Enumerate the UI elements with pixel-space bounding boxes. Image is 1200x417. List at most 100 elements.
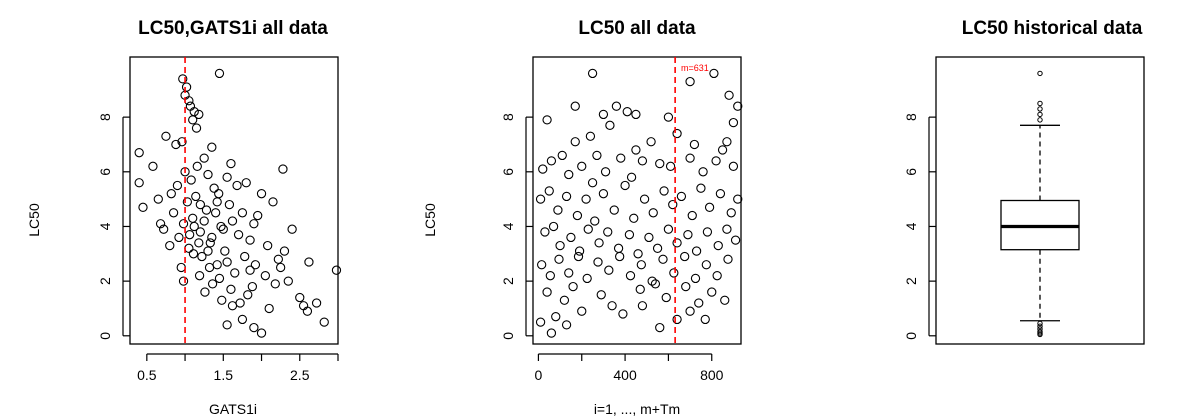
y-tick-label: 8: [500, 113, 516, 121]
data-point: [631, 145, 641, 155]
data-point: [568, 281, 578, 292]
data-point: [287, 224, 297, 234]
data-point: [618, 309, 628, 319]
data-point: [270, 279, 280, 289]
data-point: [685, 306, 695, 316]
data-point: [279, 246, 290, 256]
data-point: [195, 227, 206, 237]
data-point: [249, 219, 259, 229]
y-tick-label: 0: [903, 332, 919, 340]
data-point: [715, 189, 726, 199]
data-point: [573, 251, 584, 262]
data-point: [134, 178, 144, 188]
data-point: [273, 254, 284, 264]
data-point: [723, 254, 733, 264]
data-point: [227, 216, 238, 226]
data-point: [222, 320, 232, 330]
data-point: [250, 260, 261, 270]
data-point: [603, 227, 613, 237]
data-point: [722, 137, 732, 147]
x-tick-label: 0.5: [137, 367, 157, 383]
data-point: [685, 153, 695, 163]
data-point: [704, 202, 715, 212]
data-point: [600, 167, 611, 177]
data-point: [672, 238, 682, 248]
data-point: [561, 191, 572, 202]
data-point: [711, 156, 721, 166]
data-point: [720, 295, 730, 305]
data-point: [249, 322, 259, 333]
data-point: [188, 115, 198, 125]
data-point: [681, 281, 691, 292]
outlier-point: [1037, 70, 1043, 77]
panel-lc50-gats1i: LC50,GATS1i all data GATS1i LC50 0 2 4 6 8 0.…: [26, 18, 342, 417]
y-tick-label: 6: [903, 168, 919, 176]
data-point: [663, 112, 674, 122]
data-point: [668, 199, 678, 210]
data-point: [153, 194, 163, 204]
data-point: [582, 273, 592, 284]
data-point: [733, 194, 743, 204]
data-point: [235, 298, 245, 308]
data-point: [592, 150, 602, 161]
x-tick-label: 400: [613, 367, 637, 383]
y-tick-label: 4: [97, 222, 113, 230]
data-point: [572, 210, 583, 221]
data-point: [224, 199, 235, 210]
data-point: [672, 128, 682, 139]
y-tick-label: 8: [97, 113, 113, 121]
data-point: [295, 292, 305, 303]
outlier-point: [1037, 320, 1043, 327]
data-point: [138, 202, 148, 212]
y-tick-label: 6: [500, 168, 516, 176]
data-point: [155, 219, 166, 229]
data-point: [587, 178, 598, 188]
data-point: [545, 271, 555, 281]
data-point: [203, 169, 213, 180]
outlier-point: [1037, 106, 1043, 112]
data-point: [551, 312, 561, 322]
data-point: [726, 208, 736, 218]
x-axis-label: GATS1i: [209, 401, 257, 417]
data-point: [535, 194, 546, 204]
data-point: [685, 76, 695, 87]
data-point: [574, 246, 585, 256]
data-point: [184, 230, 195, 240]
data-point: [676, 191, 687, 202]
chart-title: LC50 all data: [578, 18, 696, 39]
data-point: [546, 328, 557, 338]
data-point: [245, 265, 255, 275]
data-point: [615, 251, 625, 262]
data-point: [598, 189, 609, 199]
data-point: [161, 131, 171, 141]
y-tick-label: 2: [500, 277, 516, 285]
data-point: [635, 284, 645, 294]
data-point: [636, 260, 646, 270]
data-point: [134, 148, 144, 158]
data-point: [241, 178, 251, 188]
data-point: [177, 137, 187, 147]
data-point: [275, 262, 286, 273]
data-point: [548, 221, 559, 232]
outlier-point: [1037, 323, 1043, 329]
data-point: [728, 117, 739, 128]
data-point: [194, 238, 204, 248]
data-point: [652, 243, 663, 253]
data-point: [544, 186, 554, 196]
data-point: [226, 284, 236, 294]
data-point: [626, 172, 637, 182]
data-point: [733, 101, 743, 111]
data-point: [212, 197, 222, 207]
data-point: [260, 271, 271, 281]
data-point: [191, 191, 201, 202]
data-point: [230, 268, 240, 278]
data-point: [696, 183, 706, 193]
data-point: [210, 208, 221, 218]
data-point: [655, 322, 665, 333]
m-annotation: m=631: [681, 63, 709, 73]
data-point: [220, 246, 230, 256]
data-point: [722, 224, 732, 234]
data-point: [700, 314, 710, 325]
data-point: [256, 189, 267, 199]
x-tick-label: 1.5: [214, 367, 234, 383]
